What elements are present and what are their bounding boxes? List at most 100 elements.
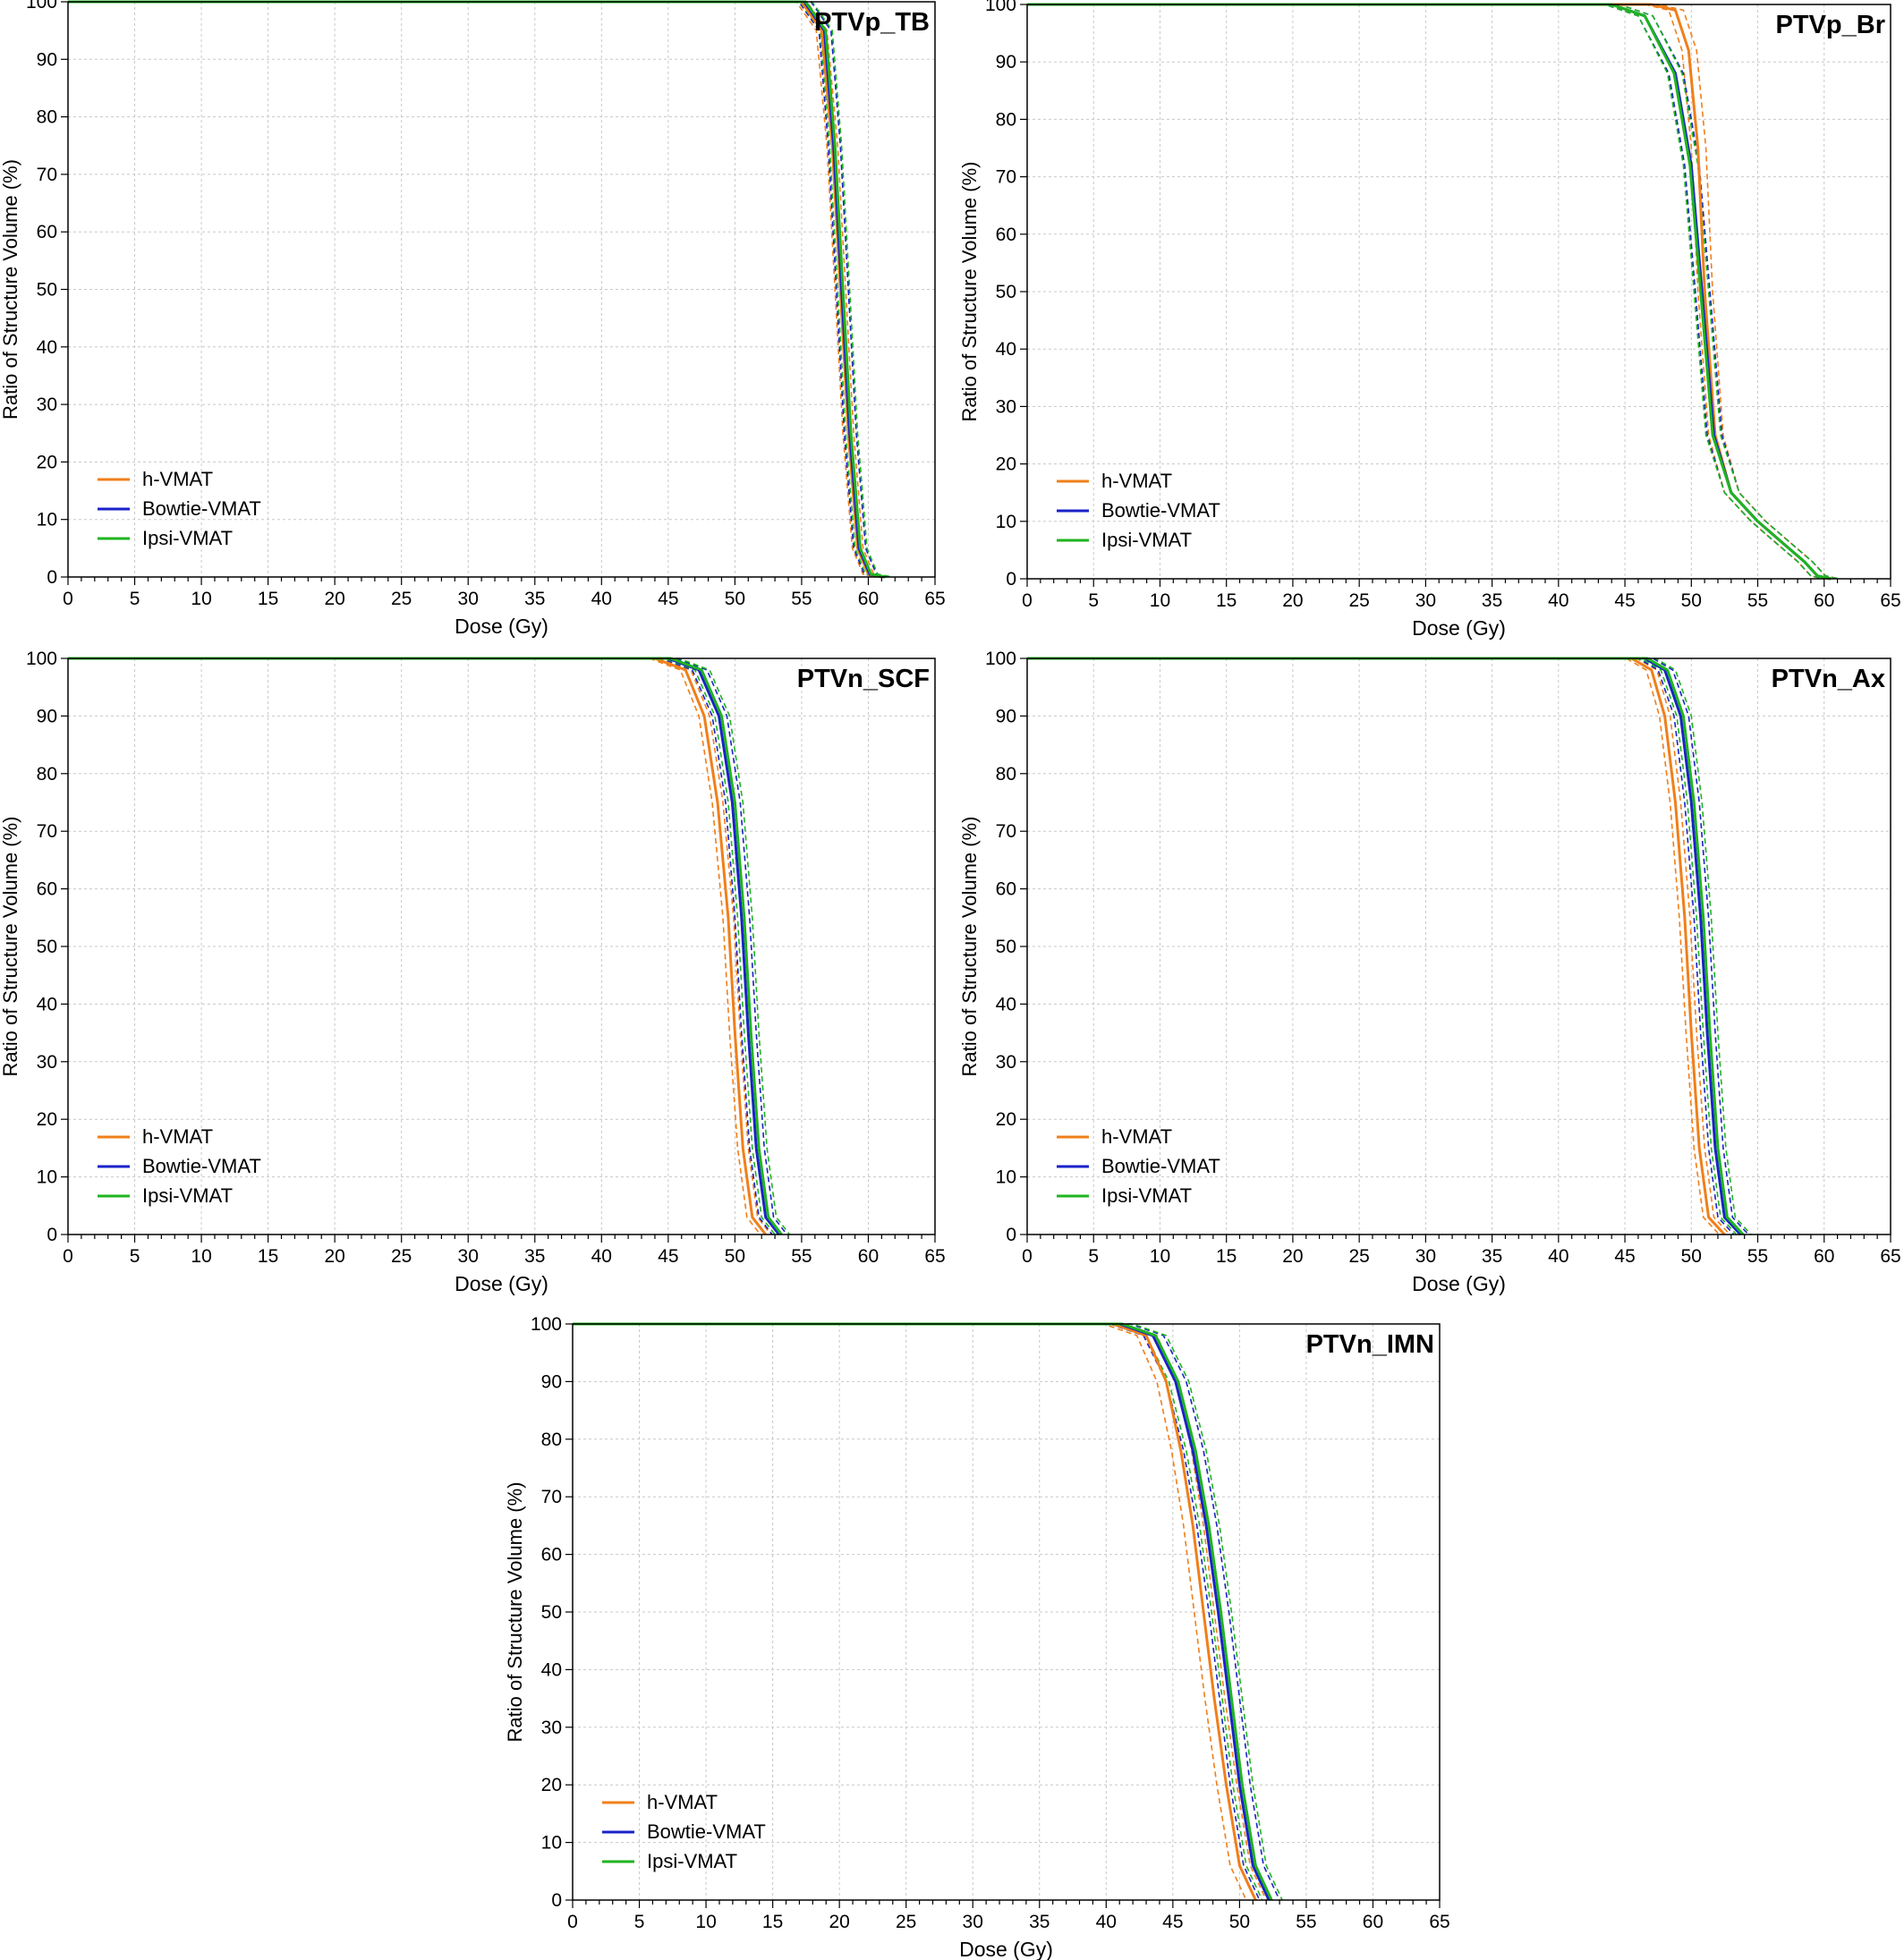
legend-label: Bowtie-VMAT — [1101, 1155, 1220, 1177]
x-tick-label: 30 — [963, 1912, 983, 1932]
y-tick-label: 20 — [996, 454, 1016, 475]
x-axis-label: Dose (Gy) — [455, 1272, 548, 1295]
x-axis-label: Dose (Gy) — [959, 1938, 1053, 1960]
y-tick-label: 10 — [541, 1833, 562, 1854]
y-tick-label: 30 — [996, 1052, 1016, 1073]
y-tick-label: 100 — [985, 649, 1016, 669]
y-tick-label: 50 — [541, 1602, 562, 1623]
series-variant-line — [1027, 4, 1840, 580]
y-tick-label: 90 — [541, 1371, 562, 1392]
x-tick-label: 10 — [191, 1246, 211, 1267]
y-tick-label: 40 — [541, 1659, 562, 1680]
y-tick-label: 50 — [996, 937, 1016, 957]
y-tick-label: 100 — [26, 0, 57, 13]
x-tick-label: 25 — [391, 589, 412, 609]
x-tick-label: 0 — [1022, 590, 1033, 611]
y-tick-label: 70 — [996, 167, 1016, 188]
panel-title: PTVn_SCF — [797, 665, 930, 693]
series-variant-line — [573, 1323, 1283, 1901]
y-tick-label: 10 — [37, 1167, 57, 1188]
series-line — [68, 0, 887, 579]
x-tick-label: 60 — [1363, 1912, 1383, 1932]
y-tick-label: 80 — [37, 764, 57, 785]
x-tick-label: 45 — [1614, 1246, 1635, 1267]
x-tick-label: 50 — [1229, 1912, 1250, 1932]
series-variant-line — [1027, 658, 1721, 1235]
x-tick-label: 45 — [1614, 590, 1635, 611]
y-tick-label: 20 — [37, 1109, 57, 1130]
x-tick-label: 30 — [1415, 1246, 1436, 1267]
x-tick-label: 10 — [695, 1912, 716, 1932]
x-tick-label: 60 — [1814, 590, 1834, 611]
x-tick-label: 20 — [1282, 590, 1303, 611]
x-tick-label: 5 — [1088, 590, 1099, 611]
series-variant-line — [68, 658, 791, 1235]
x-tick-label: 65 — [1880, 1246, 1900, 1267]
y-tick-label: 30 — [37, 1052, 57, 1073]
series-line — [1027, 657, 1745, 1236]
y-tick-label: 80 — [996, 764, 1016, 785]
series-variant-line — [1027, 4, 1840, 580]
legend-label: h-VMAT — [1101, 470, 1172, 492]
series-variant-line — [68, 658, 761, 1235]
y-tick-label: 100 — [985, 0, 1016, 15]
x-tick-label: 0 — [63, 589, 73, 609]
x-tick-label: 35 — [524, 1246, 545, 1267]
x-tick-label: 60 — [858, 589, 879, 609]
x-tick-label: 40 — [591, 589, 612, 609]
x-tick-label: 30 — [458, 1246, 479, 1267]
x-tick-label: 50 — [725, 1246, 745, 1267]
x-tick-label: 35 — [524, 589, 545, 609]
series-variant-line — [1027, 4, 1824, 580]
y-axis-label: Ratio of Structure Volume (%) — [958, 161, 981, 421]
x-tick-label: 40 — [1096, 1912, 1117, 1932]
x-tick-label: 10 — [1150, 1246, 1170, 1267]
legend-label: h-VMAT — [142, 468, 213, 490]
x-tick-label: 55 — [791, 1246, 812, 1267]
series-line — [68, 657, 767, 1235]
y-tick-label: 80 — [37, 107, 57, 128]
y-tick-label: 90 — [996, 52, 1016, 72]
x-tick-label: 15 — [1216, 590, 1237, 611]
y-tick-label: 40 — [996, 339, 1016, 360]
y-tick-label: 40 — [996, 994, 1016, 1014]
series-line — [1027, 3, 1832, 581]
x-tick-label: 50 — [1681, 590, 1702, 611]
chart-panel-0: 0 5 10 15 20 25 30 35 40 45 50 55 60 65 0 10 20 30 40 50 60 7… — [0, 0, 946, 638]
x-tick-label: 5 — [130, 1246, 140, 1267]
y-tick-label: 70 — [996, 821, 1016, 842]
legend-label: h-VMAT — [142, 1125, 213, 1148]
chart-panel-4: 0 5 10 15 20 25 30 35 40 45 50 55 60 65 0 10 20 30 40 50 60 7… — [504, 1314, 1450, 1960]
panel-title: PTVn_Ax — [1772, 665, 1885, 693]
x-tick-label: 35 — [1482, 1246, 1502, 1267]
y-tick-label: 50 — [37, 937, 57, 957]
legend-label: Ipsi-VMAT — [647, 1850, 737, 1872]
x-tick-label: 25 — [896, 1912, 916, 1932]
y-axis-label: Ratio of Structure Volume (%) — [504, 1481, 526, 1742]
panel-title: PTVp_TB — [814, 8, 930, 37]
legend-label: Bowtie-VMAT — [647, 1820, 766, 1843]
series-variant-line — [68, 1, 877, 578]
series-variant-line — [573, 1323, 1280, 1901]
x-tick-label: 5 — [130, 589, 140, 609]
series-variant-line — [1027, 658, 1735, 1235]
y-tick-label: 90 — [37, 49, 57, 70]
x-tick-label: 15 — [1216, 1246, 1237, 1267]
x-tick-label: 0 — [63, 1246, 73, 1267]
y-tick-label: 0 — [1006, 569, 1016, 590]
x-tick-label: 55 — [1296, 1912, 1316, 1932]
chart-panel-3: 0 5 10 15 20 25 30 35 40 45 50 55 60 65 0 10 20 30 40 50 60 7… — [958, 649, 1901, 1295]
x-axis-label: Dose (Gy) — [1412, 616, 1506, 640]
y-tick-label: 0 — [47, 567, 57, 588]
series-variant-line — [68, 658, 788, 1235]
x-tick-label: 10 — [191, 589, 211, 609]
x-tick-label: 65 — [924, 589, 945, 609]
y-tick-label: 60 — [996, 225, 1016, 245]
series-variant-line — [1027, 4, 1840, 580]
x-axis-label: Dose (Gy) — [455, 615, 548, 638]
y-tick-label: 40 — [37, 337, 57, 358]
x-tick-label: 25 — [1348, 1246, 1369, 1267]
y-tick-label: 60 — [996, 879, 1016, 900]
series-line — [1027, 657, 1742, 1236]
x-tick-label: 55 — [791, 589, 812, 609]
